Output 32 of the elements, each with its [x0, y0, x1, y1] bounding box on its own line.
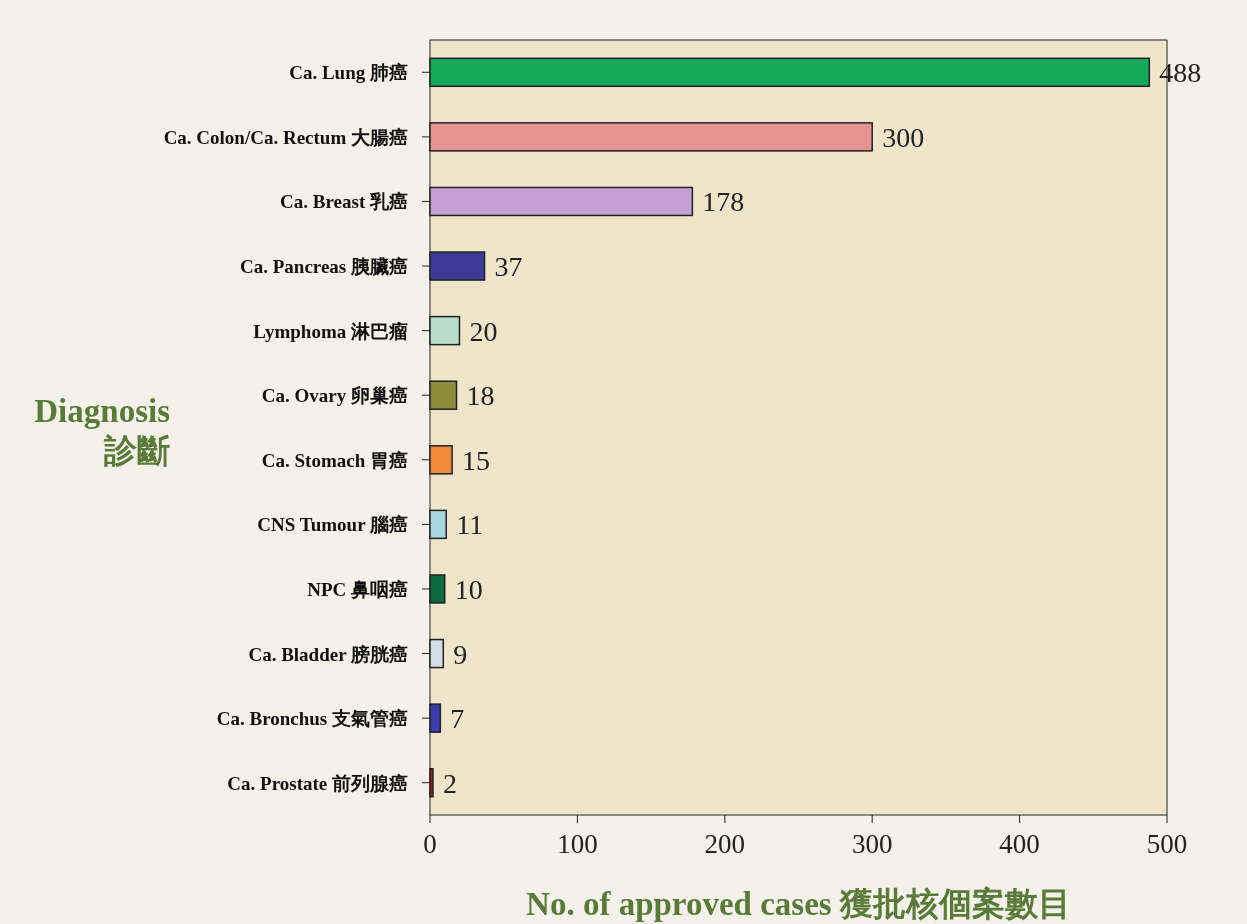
y-tick-label: Ca. Colon/Ca. Rectum 大腸癌 [163, 126, 408, 148]
y-tick-label: Ca. Stomach 胃癌 [261, 449, 408, 471]
x-axis-title: No. of approved cases 獲批核個案數目 [526, 885, 1071, 922]
y-tick-label: Lymphoma 淋巴瘤 [253, 320, 408, 342]
data-label: 488 [1159, 57, 1202, 89]
data-label: 10 [454, 573, 483, 605]
data-label: 11 [456, 509, 484, 541]
x-tick-label: 500 [1146, 829, 1188, 859]
y-tick-label: CNS Tumour 腦癌 [257, 514, 408, 536]
y-tick-label: Ca. Pancreas 胰臟癌 [240, 256, 408, 278]
data-label: 15 [462, 444, 491, 476]
y-tick-label: Ca. Prostate 前列腺癌 [227, 772, 408, 794]
y-tick-label: Ca. Ovary 卵巢癌 [261, 385, 408, 407]
x-tick-label: 100 [557, 829, 598, 859]
data-label: 300 [882, 121, 925, 153]
x-tick-label: 400 [999, 829, 1040, 859]
data-label: 20 [469, 315, 498, 347]
y-tick-label: NPC 鼻咽癌 [307, 578, 408, 600]
y-tick-label: Ca. Breast 乳癌 [280, 191, 408, 213]
x-tick-label: 200 [704, 829, 746, 859]
data-label: 18 [466, 380, 495, 412]
x-tick-label: 300 [851, 829, 893, 859]
y-axis-title: Diagnosis 診斷 [34, 393, 171, 469]
y-tick-label: Ca. Bladder 膀胱癌 [248, 643, 408, 665]
data-label: 37 [494, 251, 523, 283]
x-tick-label: 0 [423, 829, 437, 859]
data-label: 7 [450, 703, 465, 735]
y-tick-label: Ca. Bronchus 支氣管癌 [216, 708, 408, 730]
data-label: 178 [702, 186, 745, 218]
data-label: 9 [453, 638, 468, 670]
data-label: 2 [442, 767, 457, 799]
y-tick-label: Ca. Lung 肺癌 [289, 62, 408, 84]
